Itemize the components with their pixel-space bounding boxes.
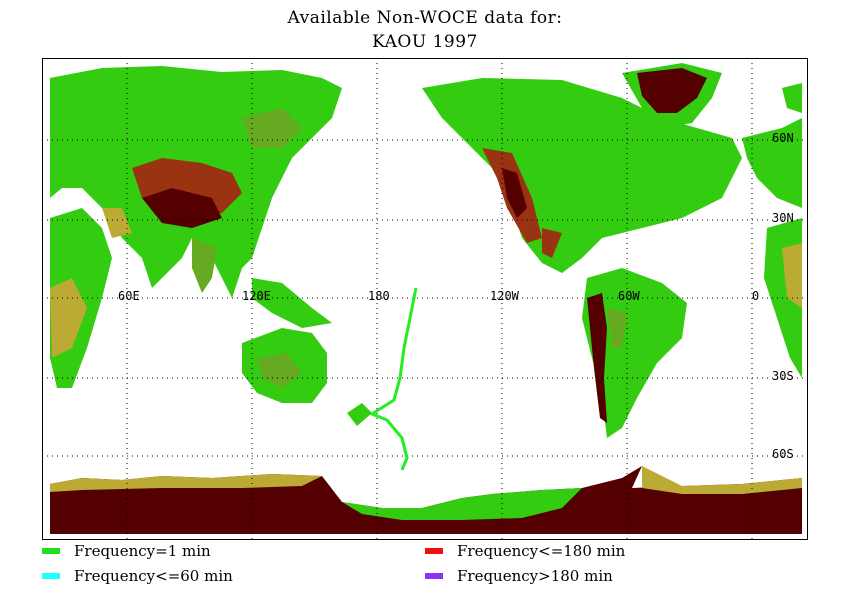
legend-item-180min: Frequency<=180 min: [425, 542, 625, 560]
antarctica-edge: [342, 488, 582, 520]
lon-label-120w: 120W: [490, 289, 520, 303]
legend-swatch-red: [425, 548, 443, 554]
legend-item-over180min: Frequency>180 min: [425, 567, 613, 585]
map-graticule: [42, 58, 808, 540]
lat-label-30s: 30S: [772, 369, 794, 383]
ship-track: [368, 287, 418, 471]
lat-label-60n: 60N: [772, 131, 794, 145]
legend-item-60min: Frequency<=60 min: [42, 567, 233, 585]
legend-label: Frequency>180 min: [457, 567, 613, 585]
map-title-line1: Available Non-WOCE data for:: [287, 8, 563, 28]
lon-label-120e: 120E: [242, 289, 271, 303]
lon-label-60w: 60W: [618, 289, 640, 303]
legend-swatch-cyan: [42, 573, 60, 579]
lon-label-180: 180: [368, 289, 390, 303]
lat-label-60s: 60S: [772, 447, 794, 461]
legend-swatch-purple: [425, 573, 443, 579]
legend-label: Frequency<=180 min: [457, 542, 626, 560]
map-title-line2: KAOU 1997: [372, 32, 478, 52]
legend-label: Frequency<=60 min: [74, 567, 233, 585]
lon-label-0: 0: [752, 289, 759, 303]
lat-label-30n: 30N: [772, 211, 794, 225]
world-map: 60E 120E 180 120W 60W 0 60N 30N 30S 60S: [42, 58, 808, 540]
legend-label: Frequency=1 min: [74, 542, 211, 560]
lon-label-60e: 60E: [118, 289, 140, 303]
legend-swatch-green: [42, 548, 60, 554]
legend-item-1min: Frequency=1 min: [42, 542, 211, 560]
